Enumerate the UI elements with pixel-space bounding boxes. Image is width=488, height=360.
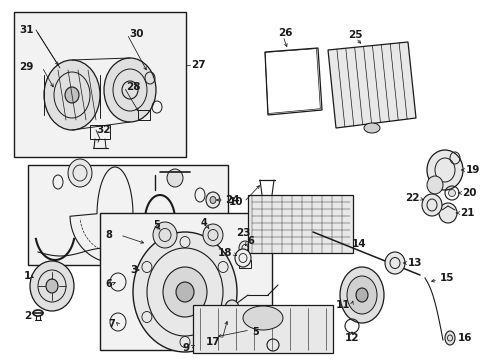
Text: 30: 30	[129, 29, 143, 39]
Text: 5: 5	[153, 220, 160, 230]
Ellipse shape	[447, 189, 454, 197]
Ellipse shape	[65, 87, 79, 103]
Text: 2: 2	[24, 311, 31, 321]
Ellipse shape	[426, 150, 462, 190]
Ellipse shape	[133, 232, 237, 352]
Ellipse shape	[203, 224, 223, 246]
Text: 5: 5	[251, 327, 258, 337]
Text: 10: 10	[228, 197, 243, 207]
Text: 19: 19	[465, 165, 479, 175]
Text: 28: 28	[126, 82, 140, 92]
Ellipse shape	[355, 288, 367, 302]
Ellipse shape	[104, 58, 156, 122]
Bar	[138, 110, 150, 120]
Text: 3: 3	[130, 265, 137, 275]
Text: 14: 14	[351, 239, 366, 249]
Ellipse shape	[239, 241, 250, 255]
Text: 17: 17	[205, 337, 220, 347]
Ellipse shape	[421, 194, 441, 216]
Text: 6: 6	[105, 279, 112, 289]
Bar	[239, 260, 250, 268]
Ellipse shape	[46, 279, 58, 293]
Text: 29: 29	[19, 62, 33, 72]
Text: 20: 20	[461, 188, 475, 198]
Text: 4: 4	[201, 218, 207, 228]
Ellipse shape	[30, 261, 74, 311]
Text: 22: 22	[405, 193, 419, 203]
Bar	[100, 213, 271, 350]
Bar	[14, 12, 185, 157]
Text: 21: 21	[459, 208, 473, 218]
Ellipse shape	[209, 197, 216, 203]
Bar	[90, 125, 110, 139]
Bar	[28, 165, 227, 265]
Ellipse shape	[44, 60, 100, 130]
Text: 6: 6	[246, 236, 253, 246]
Ellipse shape	[444, 331, 454, 345]
Text: 1: 1	[24, 271, 31, 281]
Ellipse shape	[235, 249, 250, 267]
Text: 26: 26	[278, 28, 292, 38]
Ellipse shape	[243, 306, 283, 330]
Text: 9: 9	[183, 343, 190, 353]
Text: 25: 25	[347, 30, 362, 40]
Ellipse shape	[363, 123, 379, 133]
Ellipse shape	[426, 176, 442, 194]
Ellipse shape	[176, 282, 194, 302]
Text: 8: 8	[105, 230, 112, 240]
Text: 24: 24	[224, 195, 239, 205]
Text: 11: 11	[335, 300, 349, 310]
Ellipse shape	[153, 222, 177, 248]
Ellipse shape	[205, 192, 220, 208]
Ellipse shape	[68, 159, 92, 187]
Text: 23: 23	[236, 228, 250, 238]
Ellipse shape	[346, 276, 376, 314]
Text: 12: 12	[344, 333, 359, 343]
Text: 31: 31	[19, 25, 34, 35]
Ellipse shape	[384, 252, 404, 274]
Ellipse shape	[167, 169, 183, 187]
Text: 15: 15	[439, 273, 453, 283]
Text: 13: 13	[407, 258, 422, 268]
Bar	[193, 305, 332, 353]
Ellipse shape	[339, 267, 383, 323]
Polygon shape	[327, 42, 415, 128]
Text: 7: 7	[108, 319, 115, 329]
Text: 27: 27	[191, 60, 205, 70]
Ellipse shape	[438, 203, 456, 223]
Ellipse shape	[163, 267, 206, 317]
Text: 32: 32	[96, 125, 110, 135]
Bar	[247, 195, 352, 253]
Ellipse shape	[224, 300, 239, 316]
Text: 16: 16	[457, 333, 471, 343]
Text: 18: 18	[217, 248, 231, 258]
